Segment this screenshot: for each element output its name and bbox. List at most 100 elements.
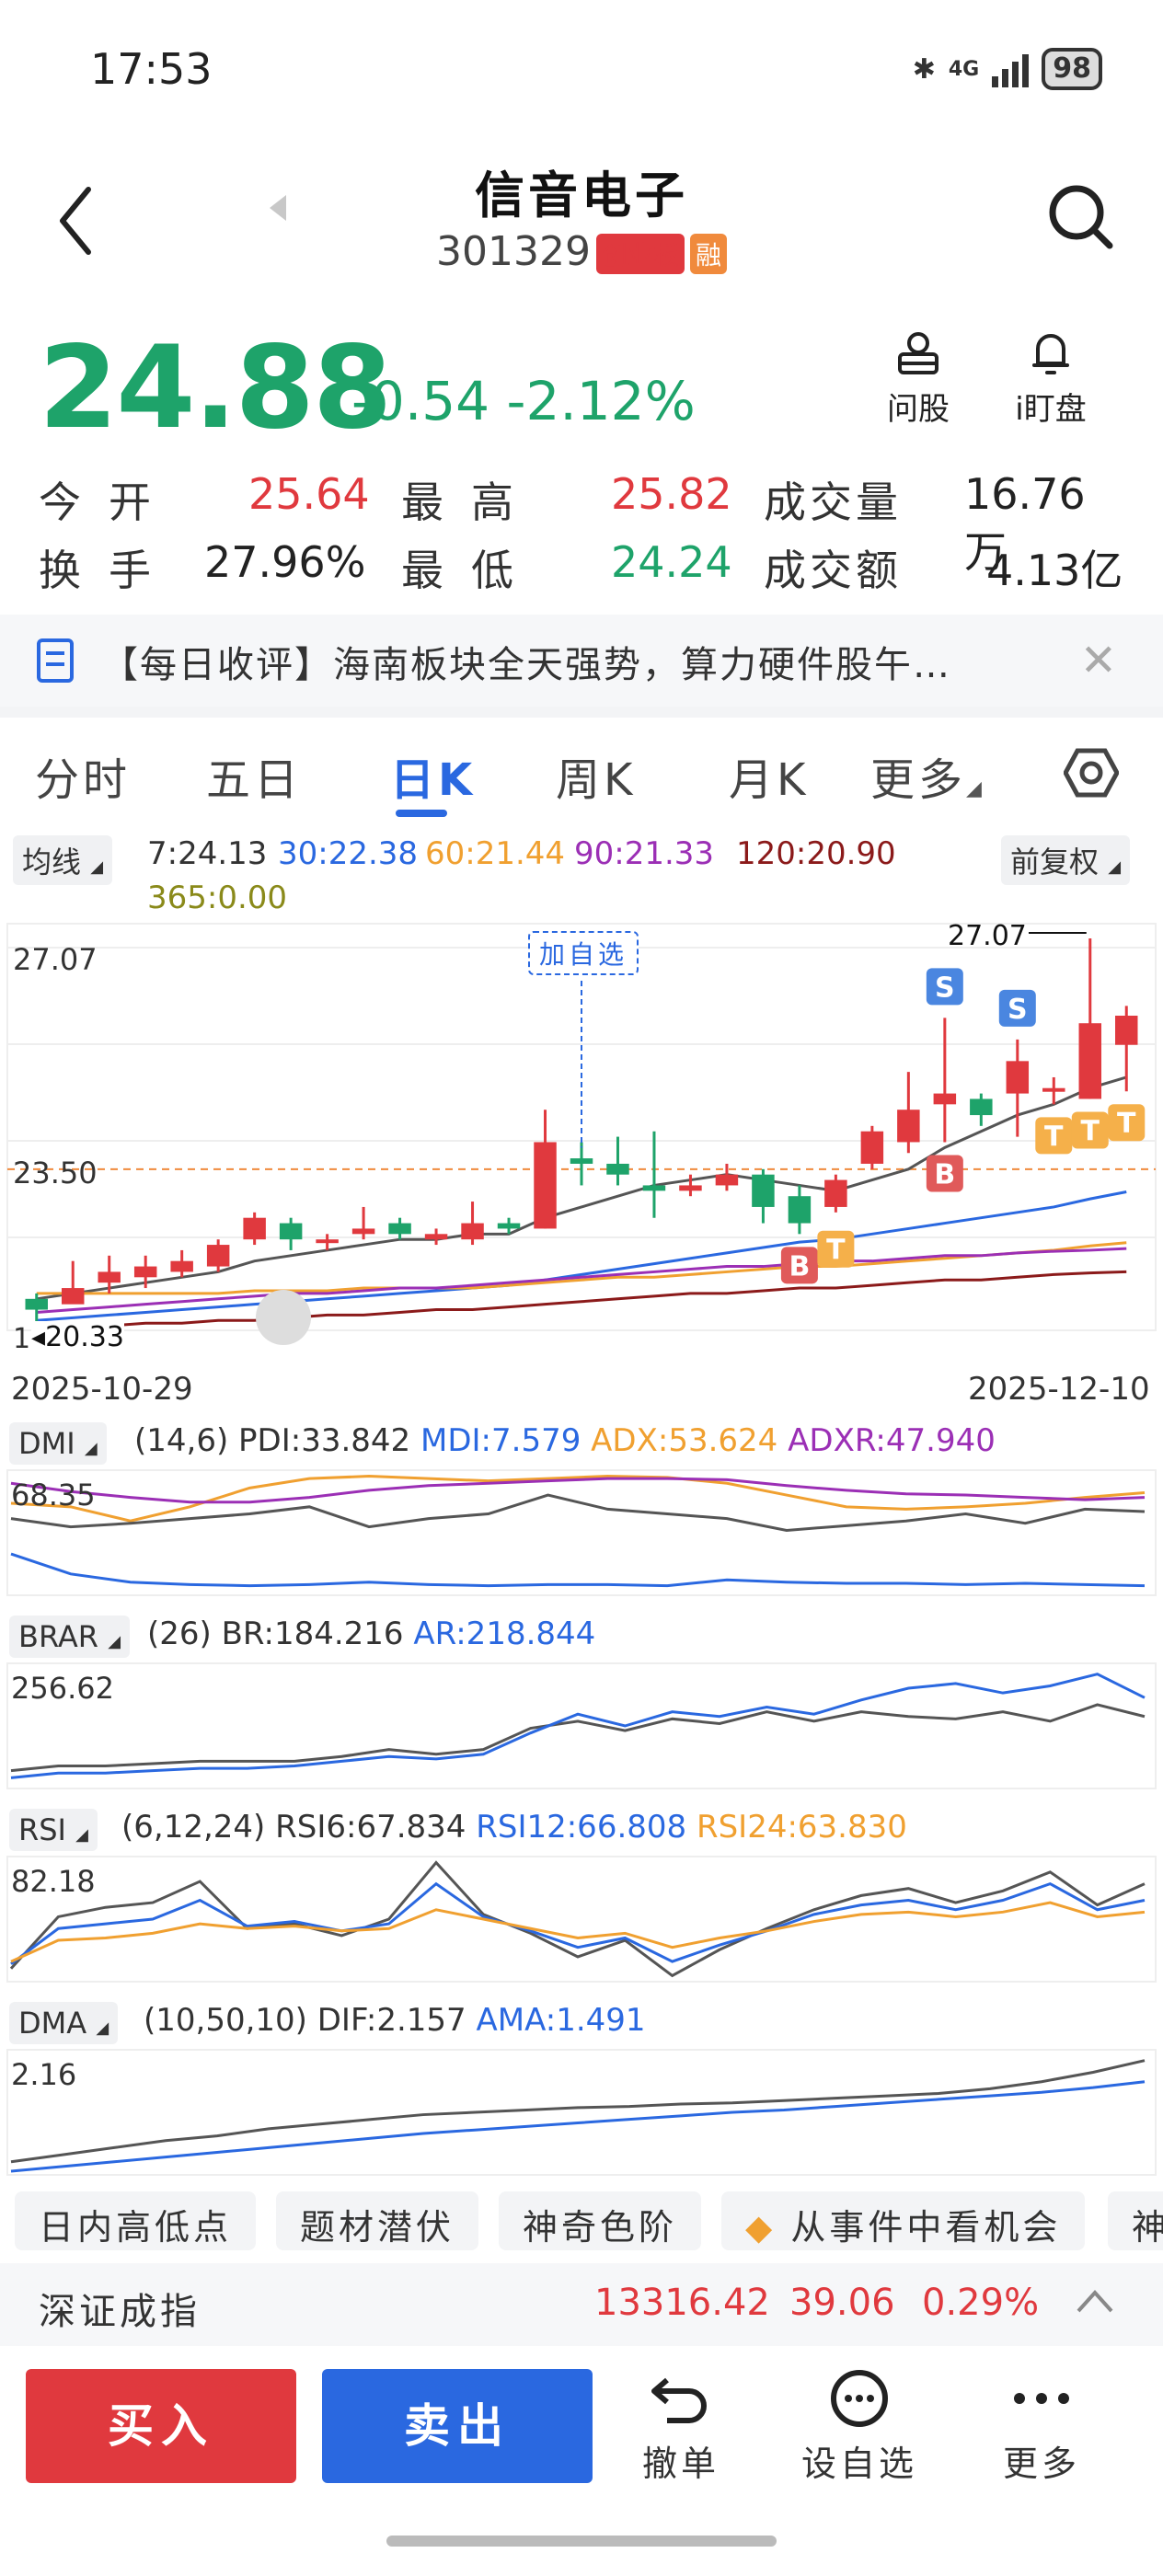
back-icon[interactable] — [57, 184, 94, 258]
set-favorite-button[interactable]: 设自选 — [795, 2369, 924, 2486]
candle-body — [351, 1228, 375, 1235]
ma30-line — [36, 1190, 1127, 1322]
candle-body — [570, 1158, 593, 1164]
brar-chart — [6, 1662, 1157, 1789]
news-banner[interactable]: 【每日收评】海南板块全天强势，算力硬件股午… ✕ — [0, 615, 1163, 707]
dmi-button[interactable]: DMI ◢ — [9, 1422, 107, 1465]
tab-five-day[interactable]: 五日 — [206, 754, 303, 806]
brar-button[interactable]: BRAR ◢ — [9, 1616, 131, 1658]
signal-badge-text: T — [1081, 1115, 1100, 1147]
candle-body — [461, 1223, 484, 1240]
tab-intraday[interactable]: 分时 — [35, 754, 132, 806]
signal-badge-text: B — [934, 1158, 955, 1190]
change-pct: -2.12% — [506, 370, 696, 432]
rsi6-line — [9, 1860, 1146, 1978]
more-label: 更多 — [1002, 2444, 1080, 2484]
candle-body — [715, 1174, 739, 1186]
signal-badge-B — [926, 1155, 963, 1192]
search-icon[interactable] — [1043, 179, 1117, 253]
edit-icon[interactable] — [256, 1290, 311, 1345]
indicator-frame — [6, 1856, 1157, 1983]
stock-name: 信音电子 — [475, 167, 688, 224]
tag-theme[interactable]: 题材潜伏 — [276, 2191, 479, 2250]
undo-label: 撤单 — [641, 2444, 720, 2484]
candle-body — [1115, 1016, 1138, 1045]
dmi-ymax: 68.35 — [11, 1478, 96, 1512]
signal-badge-text: T — [1117, 1108, 1136, 1140]
watch-label: i盯盘 — [1015, 391, 1087, 428]
tag-intraday-hl[interactable]: 日内高低点 — [15, 2191, 257, 2250]
open-value: 25.64 — [248, 469, 370, 519]
candle-body — [170, 1260, 193, 1272]
mdi-line — [10, 1552, 1146, 1588]
tab-monthly-k[interactable]: 月K — [729, 754, 810, 806]
tab-weekly-k[interactable]: 周K — [556, 754, 637, 806]
period-tabs: 分时 五日 日K 周K 月K 更多◢ — [0, 727, 1163, 828]
close-icon[interactable]: ✕ — [1079, 635, 1117, 686]
signal-badge-T — [1108, 1104, 1146, 1142]
date-start: 2025-10-29 — [11, 1371, 193, 1408]
ask-stock-button[interactable]: 问股 — [863, 327, 973, 429]
signal-badge-B — [780, 1247, 818, 1284]
chevron-up-icon[interactable] — [1075, 2287, 1115, 2315]
low-value: 24.24 — [611, 537, 732, 587]
prev-stock-icon[interactable] — [270, 195, 286, 221]
dma-chart — [6, 2049, 1157, 2176]
bluetooth-icon: ✱ — [912, 52, 936, 86]
more-button[interactable]: 更多 — [977, 2369, 1106, 2486]
signal-badge-text: S — [1008, 994, 1028, 1026]
signal-badge-text: B — [789, 1250, 810, 1282]
tag-color-scale[interactable]: 神奇色阶 — [499, 2191, 702, 2250]
stock-code: 301329 — [436, 228, 591, 275]
ma90-line — [36, 1247, 1127, 1314]
signal-icon — [992, 51, 1030, 87]
signal-badge-S — [998, 989, 1036, 1027]
candle-body — [25, 1298, 48, 1310]
add-favorite-tag[interactable]: 加自选 — [528, 931, 639, 975]
watch-button[interactable]: i盯盘 — [996, 327, 1106, 429]
tab-daily-k[interactable]: 日K — [390, 754, 477, 806]
news-text[interactable]: 【每日收评】海南板块全天强势，算力硬件股午… — [101, 644, 951, 686]
ma120-line — [36, 1270, 1127, 1333]
tag-overflow[interactable]: 神 — [1108, 2191, 1163, 2250]
candle-body — [1042, 1087, 1065, 1092]
adjust-button[interactable]: 前复权 ◢ — [1001, 835, 1131, 885]
bell-icon — [1032, 334, 1069, 374]
brar-ymax: 256.62 — [11, 1671, 114, 1706]
ma-button[interactable]: 均线 ◢ — [13, 835, 113, 885]
rsi-button[interactable]: RSI ◢ — [9, 1809, 98, 1851]
volume-label: 成交量 — [764, 477, 902, 527]
battery-icon: 98 — [1042, 48, 1102, 90]
settings-icon[interactable] — [1064, 745, 1119, 800]
high-value: 25.82 — [611, 469, 732, 519]
header: 信音电子 301329 创业板融 — [0, 147, 1163, 294]
tag-events[interactable]: ◆ 从事件中看机会 — [721, 2191, 1086, 2250]
open-label: 今开 — [39, 477, 178, 527]
candle-body — [897, 1110, 920, 1143]
stats-row-2: 换手 27.96% 最低 24.24 成交额 4.13亿 — [39, 537, 1124, 605]
buy-button[interactable]: 买入 — [26, 2369, 296, 2483]
turnover-label: 换手 — [39, 546, 178, 595]
undo-button[interactable]: 撤单 — [616, 2369, 745, 2486]
footer-toolbar: 买入 卖出 撤单 设自选 更多 — [0, 2351, 1163, 2576]
candle-body — [642, 1185, 666, 1191]
dmi-values: (14,6) PDI:33.842 MDI:7.579 ADX:53.624 A… — [134, 1422, 996, 1459]
tab-more[interactable]: 更多◢ — [870, 743, 985, 808]
candle-body — [606, 1163, 629, 1175]
index-bar[interactable]: 深证成指 13316.42 39.06 0.29% — [0, 2263, 1163, 2346]
home-indicator — [386, 2536, 777, 2547]
candle-body — [824, 1179, 847, 1207]
set-favorite-label: 设自选 — [800, 2444, 917, 2484]
signal-badge-text: T — [826, 1235, 846, 1267]
indicator-frame — [6, 1662, 1157, 1789]
dma-button[interactable]: DMA ◢ — [9, 2002, 119, 2044]
chart-frame — [6, 923, 1157, 1331]
sell-button[interactable]: 卖出 — [322, 2369, 593, 2483]
candle-body — [98, 1271, 121, 1283]
index-pct: 0.29% — [922, 2282, 1040, 2324]
status-bar: 17:53 ✱ 4G 98 — [0, 0, 1163, 138]
feature-tags: 日内高低点 题材潜伏 神奇色阶 ◆ 从事件中看机会 神 — [0, 2186, 1163, 2256]
adxr-line — [10, 1477, 1146, 1504]
network-label: 4G — [948, 57, 980, 81]
